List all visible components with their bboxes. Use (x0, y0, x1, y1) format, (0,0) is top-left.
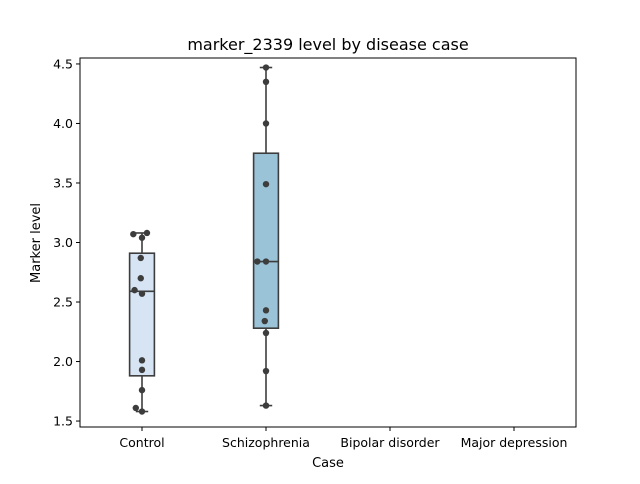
data-point (143, 229, 151, 237)
data-point (262, 180, 270, 188)
y-tick-label: 3.5 (53, 175, 73, 190)
data-point (132, 404, 139, 412)
y-tick-label: 4.0 (53, 116, 73, 131)
data-point (262, 367, 270, 375)
data-point (262, 402, 270, 409)
plot-area: 1.5 2.0 2.5 3.0 3.5 4.0 4.5 Control Schizophreni… (53, 56, 577, 450)
data-point (138, 357, 146, 364)
data-point (262, 329, 270, 337)
data-point (137, 275, 144, 282)
x-tick-label: Major depression (461, 435, 568, 450)
chart-title: marker_2339 level by disease case (187, 35, 468, 55)
data-point (137, 254, 144, 262)
y-tick-label: 2.5 (53, 295, 73, 310)
data-point (262, 120, 270, 127)
data-point (261, 317, 268, 325)
y-axis-label: Marker level (29, 203, 44, 283)
data-point (130, 230, 137, 238)
data-point (262, 78, 270, 86)
data-point (138, 290, 146, 297)
x-tick-label: Control (119, 435, 164, 450)
data-point (138, 366, 146, 374)
box-control (128, 252, 156, 377)
data-point (262, 64, 270, 71)
data-point (262, 258, 270, 265)
x-axis-label: Case (312, 456, 344, 471)
x-tick-label: Schizophrenia (222, 435, 310, 450)
data-point (254, 258, 261, 265)
data-point (262, 307, 270, 314)
box-schizophrenia (252, 152, 280, 330)
x-tick-label: Bipolar disorder (340, 435, 440, 450)
data-point (131, 286, 138, 294)
y-tick-label: 3.0 (53, 235, 73, 250)
data-point (138, 408, 146, 415)
y-tick-label: 4.5 (53, 56, 73, 71)
data-point (138, 386, 146, 394)
data-point (138, 234, 146, 241)
y-tick-label: 2.0 (53, 354, 73, 369)
y-tick-label: 1.5 (53, 414, 73, 429)
